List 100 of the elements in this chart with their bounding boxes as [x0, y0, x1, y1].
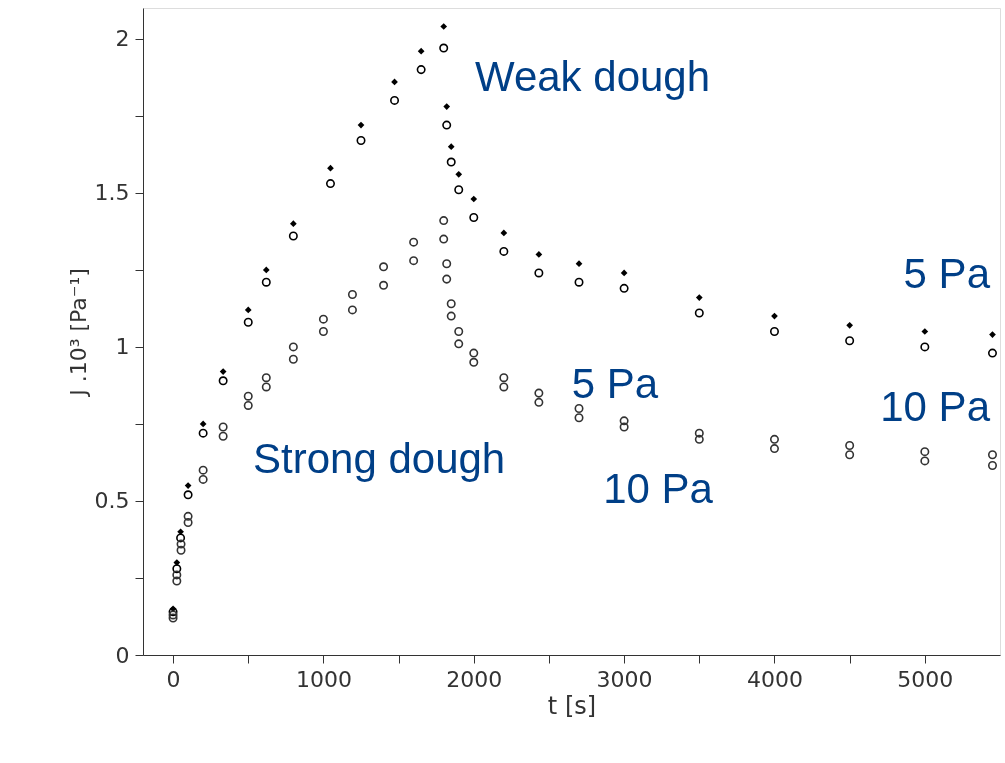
point — [357, 121, 365, 129]
point — [183, 490, 193, 500]
point — [469, 213, 479, 223]
point — [443, 103, 451, 110]
point — [198, 428, 208, 438]
point — [219, 368, 227, 375]
point — [454, 339, 464, 349]
point — [920, 447, 930, 457]
point — [379, 280, 389, 290]
point — [769, 327, 779, 336]
point — [454, 185, 464, 195]
point — [416, 65, 426, 75]
point — [574, 277, 584, 287]
point — [218, 422, 228, 432]
point — [318, 314, 328, 324]
point — [499, 246, 509, 256]
point — [176, 539, 186, 549]
y-tick-label: 2 — [115, 26, 130, 52]
point — [845, 336, 855, 346]
y-tick-label: 1.5 — [94, 180, 130, 206]
point — [447, 143, 455, 150]
annotation: Weak dough — [475, 53, 711, 100]
point — [243, 317, 253, 327]
series-label: 10 Pa — [880, 383, 991, 430]
point — [534, 397, 544, 407]
point — [446, 311, 456, 321]
x-axis-title: t [s] — [547, 691, 597, 720]
point — [534, 268, 544, 278]
point — [535, 251, 543, 258]
x-tick-label: 1000 — [295, 666, 352, 692]
point — [172, 576, 182, 586]
point — [446, 157, 456, 167]
point — [288, 342, 298, 352]
point — [442, 274, 452, 284]
point — [379, 262, 389, 272]
point — [575, 260, 583, 268]
point — [199, 420, 207, 428]
y-axis-title: J .10³ [Pa⁻¹] — [65, 268, 91, 398]
point — [574, 413, 584, 423]
point — [172, 564, 182, 574]
point — [694, 428, 704, 438]
point — [176, 533, 186, 543]
point — [695, 294, 703, 301]
point — [469, 348, 479, 358]
point — [440, 23, 448, 30]
point — [769, 444, 779, 454]
point — [442, 259, 452, 269]
x-tick-label: 4000 — [746, 666, 803, 692]
point — [347, 305, 357, 315]
point — [417, 47, 425, 55]
point — [442, 120, 452, 130]
series-label: 5 Pa — [903, 250, 991, 297]
point — [176, 545, 186, 555]
point — [469, 357, 479, 367]
point — [454, 327, 464, 336]
point — [356, 135, 366, 145]
point — [619, 416, 629, 426]
point — [198, 465, 208, 475]
point — [499, 382, 509, 392]
point — [769, 434, 779, 444]
x-tick-label: 0 — [166, 666, 181, 692]
point — [439, 43, 449, 53]
point — [989, 331, 996, 338]
y-tick-label: 0 — [115, 642, 130, 668]
point — [261, 382, 271, 392]
point — [327, 164, 334, 172]
point — [244, 306, 252, 314]
point — [694, 308, 704, 318]
point — [845, 440, 855, 450]
x-tick-label: 3000 — [596, 666, 653, 692]
x-tick-label: 2000 — [446, 666, 503, 692]
point — [619, 283, 629, 293]
point — [845, 450, 855, 460]
series-label: 5 Pa — [571, 360, 659, 407]
point — [439, 234, 449, 244]
point — [347, 290, 357, 300]
point — [455, 171, 463, 178]
annotation: Strong dough — [253, 435, 506, 482]
point — [318, 327, 328, 336]
point — [288, 354, 298, 364]
point — [409, 237, 419, 247]
point — [172, 570, 182, 580]
point — [987, 450, 997, 460]
series-label: 10 Pa — [603, 465, 714, 512]
point — [183, 511, 193, 521]
point — [390, 95, 400, 105]
point — [619, 422, 629, 432]
point — [261, 277, 271, 287]
point — [987, 461, 997, 471]
point — [620, 269, 628, 277]
x-tick-label: 5000 — [897, 666, 954, 692]
point — [409, 256, 419, 266]
point — [325, 179, 335, 189]
y-tick-label: 0.5 — [94, 488, 130, 514]
point — [439, 216, 449, 226]
point — [183, 518, 193, 528]
point — [920, 342, 930, 352]
point — [198, 474, 208, 484]
point — [987, 348, 997, 358]
point — [288, 231, 298, 241]
